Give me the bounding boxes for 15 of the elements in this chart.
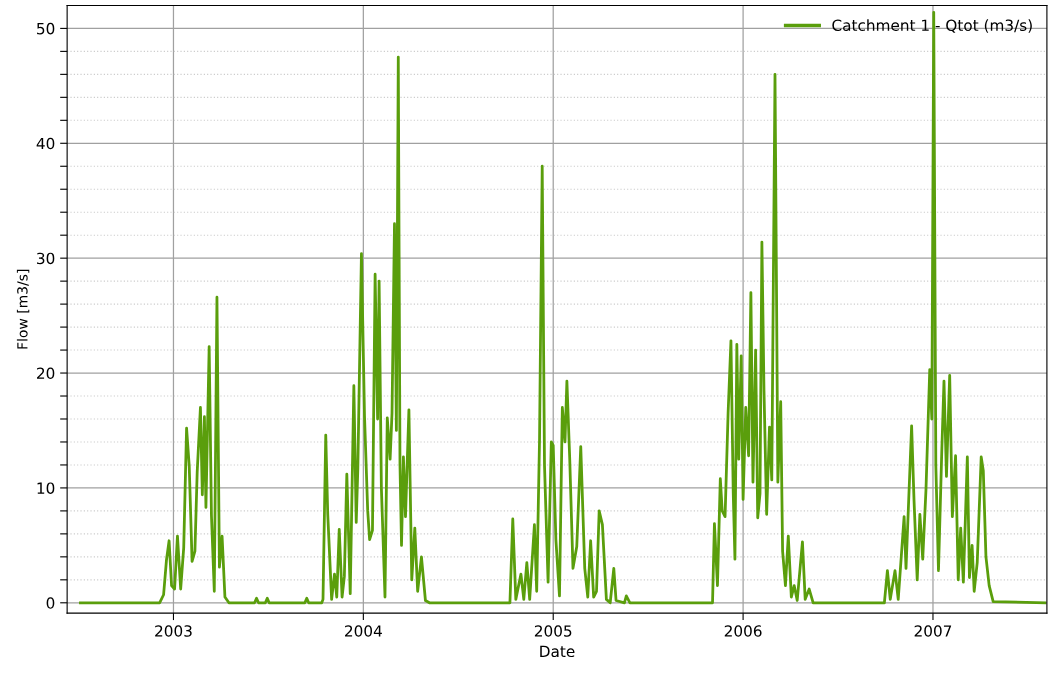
- x-tick-label: 2006: [724, 625, 762, 637]
- x-tick-label: 2005: [534, 625, 572, 637]
- x-tick-label: 2007: [914, 625, 952, 637]
- x-axis-title: Date: [540, 645, 575, 658]
- y-tick-label: 50: [37, 22, 55, 35]
- legend-label: Catchment 1 - Qtot (m3/s): [832, 19, 1032, 33]
- x-tick-label: 2004: [345, 625, 382, 637]
- y-tick-label: 30: [37, 252, 55, 265]
- y-axis-title: Flow [m3/s]: [16, 269, 30, 349]
- x-tick-label: 2003: [155, 625, 192, 637]
- y-tick-label: 20: [37, 367, 55, 380]
- y-tick-label: 40: [36, 137, 55, 150]
- line-series: [79, 10, 1047, 605]
- y-tick-label: 0: [46, 597, 55, 609]
- y-tick-label: 10: [37, 482, 55, 494]
